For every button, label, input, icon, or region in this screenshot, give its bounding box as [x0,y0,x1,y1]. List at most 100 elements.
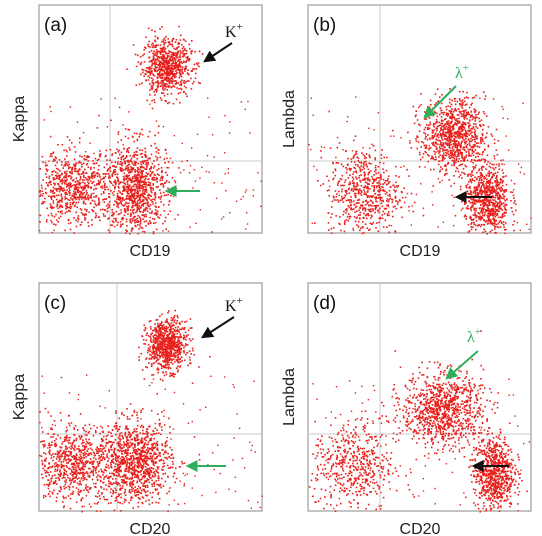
scatter-point [64,161,67,163]
scatter-point [491,201,493,204]
scatter-point [477,191,479,194]
scatter-point [460,145,462,148]
scatter-point [171,53,174,56]
scatter-point [465,145,468,147]
scatter-point [445,165,447,167]
scatter-point [83,179,85,181]
scatter-point [481,203,484,205]
scatter-point [143,192,146,194]
scatter-point [374,170,376,173]
scatter-point [420,93,422,95]
scatter-point [122,217,124,220]
scatter-point [490,213,493,216]
scatter-point [496,201,498,204]
scatter-point [415,138,417,140]
scatter-point [499,181,502,184]
scatter-point [498,197,500,199]
scatter-point [207,97,209,99]
scatter-point [89,180,92,182]
scatter-point [412,105,415,108]
scatter-point [354,163,357,166]
scatter-point [464,104,467,106]
scatter-point [50,153,52,155]
scatter-point [144,188,146,191]
scatter-point [370,208,372,210]
scatter-point [103,201,106,203]
scatter-point [174,181,177,184]
scatter-point [371,215,373,218]
scatter-point [380,175,382,178]
scatter-point [431,132,434,134]
scatter-point [73,158,76,161]
scatter-point [42,192,45,195]
scatter-point [486,163,488,166]
scatter-point [354,196,357,199]
scatter-point [68,146,71,149]
scatter-point [173,76,176,79]
scatter-point [483,190,486,192]
scatter-point [133,179,136,182]
scatter-point [128,161,130,163]
scatter-point [389,186,392,188]
scatter-point [431,142,433,145]
scatter-point [87,198,90,201]
scatter-point [95,172,97,175]
scatter-point [121,167,123,170]
scatter-point [455,110,457,112]
scatter-point [464,135,467,138]
scatter-point [163,194,166,197]
scatter-point [345,209,347,211]
scatter-point [502,176,504,178]
scatter-point [119,163,121,165]
scatter-point [395,185,398,187]
scatter-point [152,356,154,359]
scatter-point [366,196,369,199]
scatter-point [475,199,477,201]
scatter-point [472,144,475,146]
scatter-point [61,182,63,185]
scatter-point [445,169,447,172]
scatter-point [146,199,149,202]
scatter-point [471,202,474,205]
scatter-point [136,206,139,208]
scatter-point [424,150,426,153]
scatter-point [162,125,165,128]
scatter-point [147,43,149,46]
scatter-point [459,149,461,151]
scatter-point [182,53,184,55]
scatter-point [472,174,474,176]
scatter-point [445,134,447,137]
scatter-point [475,156,477,158]
scatter-point [489,230,492,233]
scatter-point [59,210,62,213]
scatter-point [483,176,486,179]
scatter-point [504,207,506,209]
scatter-point [83,214,86,217]
scatter-point [483,208,485,210]
scatter-point [450,185,452,187]
scatter-point [366,186,369,188]
scatter-point [420,183,422,185]
scatter-point [442,158,444,161]
scatter-point [145,220,148,222]
scatter-point [474,159,477,162]
scatter-point [451,154,453,157]
scatter-point [452,139,455,142]
scatter-point [146,201,148,204]
scatter-point [460,136,462,138]
scatter-point [164,64,166,66]
scatter-point [485,180,488,183]
scatter-point [475,207,478,210]
scatter-point [464,116,466,118]
scatter-point [147,27,150,30]
scatter-point [67,218,70,221]
scatter-point [480,176,483,179]
scatter-point [480,200,483,202]
scatter-point [461,126,464,129]
scatter-point [501,188,504,190]
scatter-point [59,174,61,176]
scatter-point [104,175,107,178]
scatter-point [152,59,155,61]
scatter-point [117,213,120,216]
scatter-point [221,218,223,220]
